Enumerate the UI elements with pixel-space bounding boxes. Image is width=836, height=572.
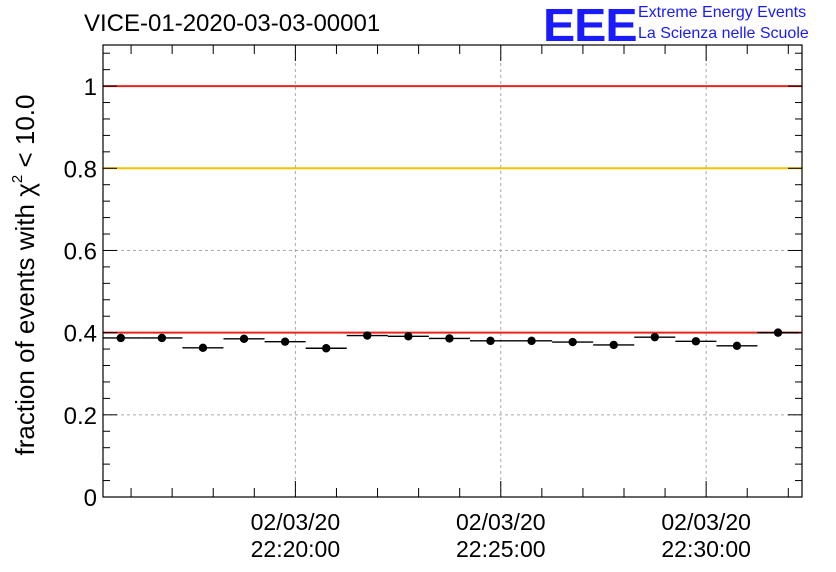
data-point [486, 336, 495, 346]
y-axis-label: fraction of events with χ2 < 10.0 [9, 95, 40, 456]
data-point [363, 331, 372, 340]
chart-title: VICE-01-2020-03-03-00001 [84, 10, 381, 37]
eee-logo-mark: EEE [543, 0, 638, 51]
data-point [116, 333, 126, 343]
logo-text-line1: Extreme Energy Events [638, 4, 807, 21]
y-tick-label: 0 [84, 485, 97, 512]
data-point [609, 340, 618, 350]
y-axis-label-superscript: 2 [9, 175, 26, 183]
y-axis-label-suffix: < 10.0 [10, 95, 40, 175]
eee-logo: EEE Extreme Energy Events La Scienza nel… [543, 0, 833, 51]
data-point [650, 332, 660, 342]
data-point [157, 333, 167, 343]
x-tick-label-date: 02/03/20 [456, 509, 546, 535]
y-tick-label: 0.6 [64, 238, 97, 265]
axes: 00.20.40.60.8102/03/2022:20:0002/03/2022… [64, 44, 803, 562]
data-point [568, 337, 577, 347]
data-point [321, 344, 331, 353]
data-point [732, 341, 742, 350]
data-point [527, 336, 536, 346]
data-point [239, 334, 249, 343]
x-tick-label-date: 02/03/20 [251, 509, 341, 535]
data-point [445, 334, 454, 343]
x-tick-label-time: 22:30:00 [661, 536, 751, 562]
y-tick-label: 0.4 [64, 321, 97, 348]
grid-lines [103, 45, 802, 497]
data-point [773, 328, 783, 337]
x-tick-label-time: 22:25:00 [456, 536, 546, 562]
y-tick-label: 1 [84, 74, 97, 101]
data-point [198, 343, 208, 353]
data-point [280, 337, 290, 346]
data-point [404, 332, 413, 341]
x-tick-label-time: 22:20:00 [251, 536, 341, 562]
plot-frame [102, 44, 803, 498]
y-tick-label: 0.2 [64, 403, 97, 430]
reference-lines [103, 85, 802, 334]
data-series [103, 328, 799, 353]
y-axis-label-text: fraction of events with [10, 204, 40, 455]
data-point [691, 337, 701, 346]
y-axis-label-symbol: χ [10, 183, 40, 197]
x-tick-label-date: 02/03/20 [661, 509, 751, 535]
logo-text-line2: La Scienza nelle Scuole [638, 25, 809, 42]
y-tick-label: 0.8 [64, 156, 97, 183]
